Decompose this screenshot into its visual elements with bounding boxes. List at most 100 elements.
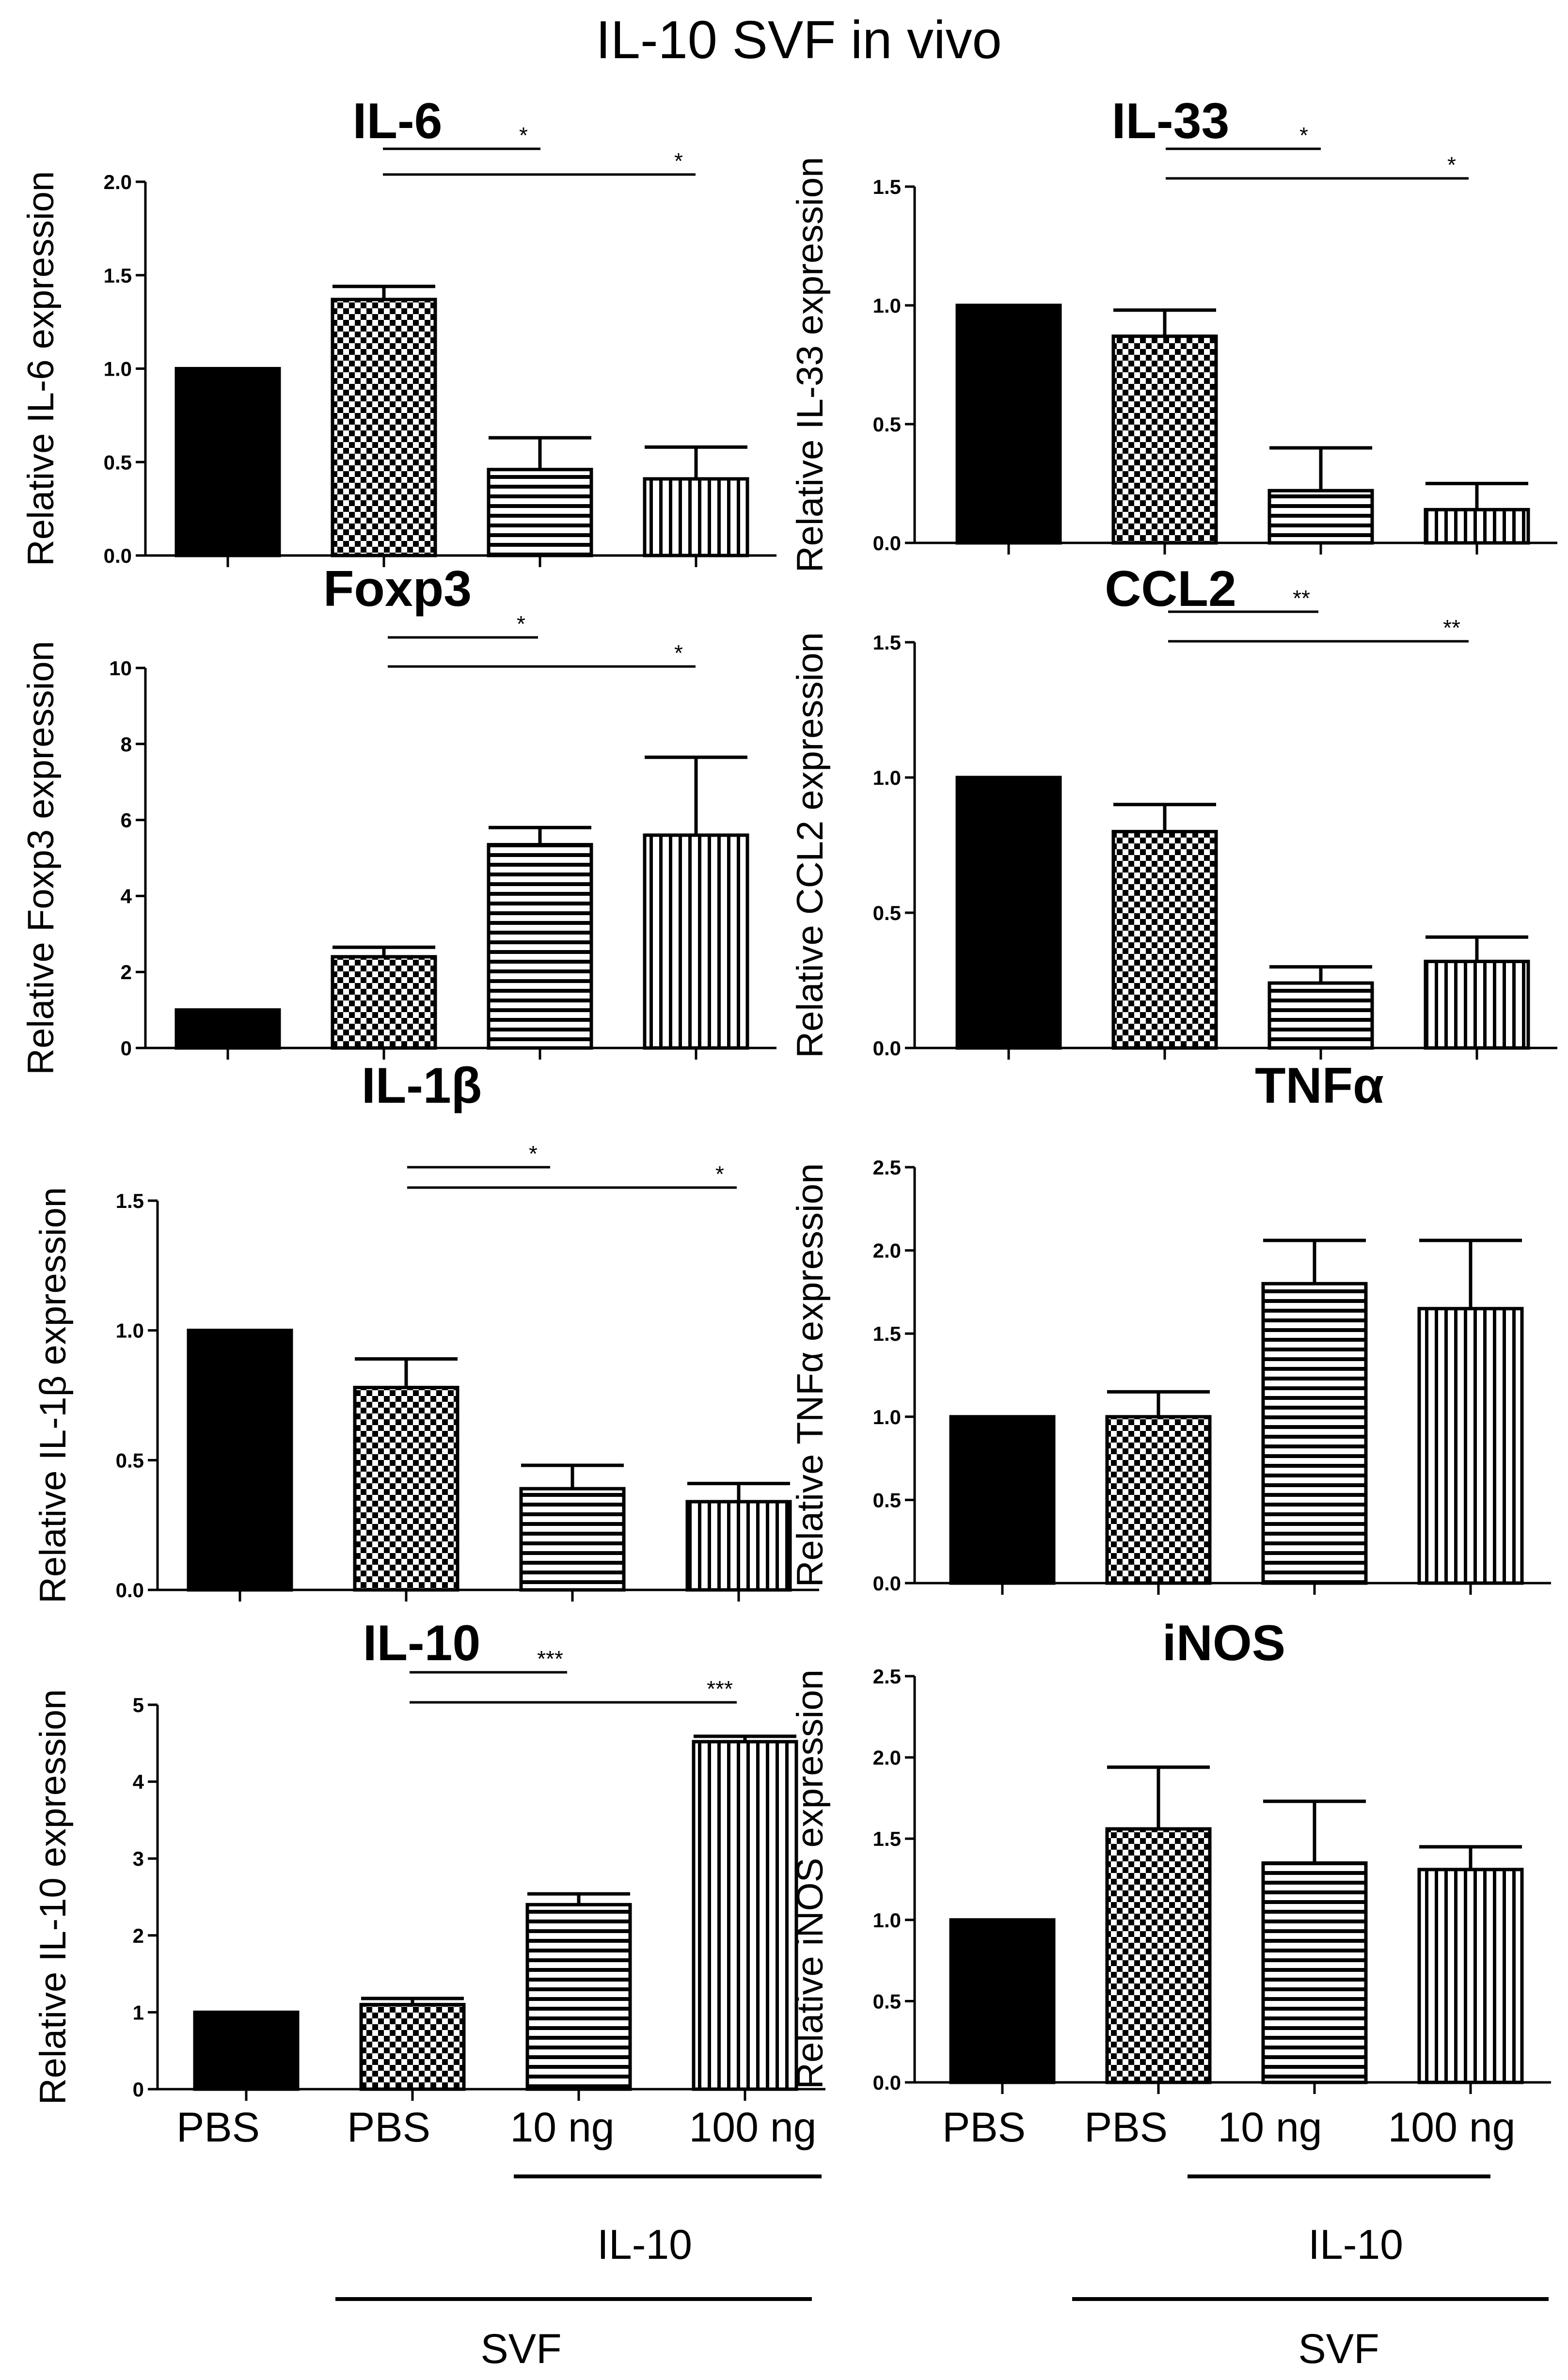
y-axis-label-tnf: Relative TNFα expression xyxy=(790,1163,831,1587)
panel-title-foxp3: Foxp3 xyxy=(323,561,472,617)
y-tick-label-il-10: 5 xyxy=(133,1694,144,1716)
bar-tnf-pbs-control xyxy=(949,1415,1056,1585)
bar-tnf-pbs-svf xyxy=(1105,1415,1212,1585)
bar-foxp3-il10-10ng xyxy=(487,843,593,1050)
bar-foxp3-il10-100ng xyxy=(643,833,749,1050)
y-tick-label-foxp3: 4 xyxy=(121,885,132,907)
panel-title-tnf: TNFα xyxy=(1255,1058,1384,1114)
left-x-categories: PBS PBS 10 ng 100 ng xyxy=(176,2104,817,2151)
y-tick-label-tnf: 0.5 xyxy=(873,1489,901,1511)
y-tick-label-foxp3: 2 xyxy=(121,961,132,984)
y-tick-label-il-10: 3 xyxy=(133,1847,144,1870)
right-x-category-pbs-1: PBS xyxy=(942,2104,1026,2151)
y-tick-label-foxp3: 8 xyxy=(121,733,132,756)
y-tick-label-inos: 1.5 xyxy=(873,1827,901,1850)
significance-label-il-6: * xyxy=(519,123,528,148)
y-tick-label-il-10: 1 xyxy=(133,2001,144,2024)
bar-il-33-pbs-control xyxy=(955,303,1062,545)
panel-title-il-6: IL-6 xyxy=(353,93,443,149)
y-tick-label-il-1: 0.5 xyxy=(116,1449,144,1472)
left-x-category-100ng: 100 ng xyxy=(689,2104,816,2151)
y-tick-label-il-10: 2 xyxy=(133,1924,144,1947)
panel-tnf: TNFα Relative TNFα expression 0.0 0.5 1.0 1.5… xyxy=(790,1058,1551,1595)
bar-inos-pbs-control xyxy=(949,1918,1056,2084)
significance-label-il-33: * xyxy=(1447,152,1456,177)
panel-il-33: IL-33 Relative IL-33 expression 0.0 0.5 1.0 1… xyxy=(790,93,1557,572)
y-tick-label-tnf: 1.0 xyxy=(873,1406,901,1428)
panel-title-ccl2: CCL2 xyxy=(1105,561,1236,617)
y-tick-label-il-33: 0.0 xyxy=(873,532,901,555)
bar-ccl2-pbs-control xyxy=(955,776,1062,1050)
y-tick-label-il-10: 4 xyxy=(133,1771,144,1793)
bar-il-10-pbs-svf xyxy=(359,2003,466,2091)
left-x-category-pbs-2: PBS xyxy=(347,2104,430,2151)
right-x-categories: PBS PBS 10 ng 100 ng xyxy=(942,2104,1516,2151)
bar-il-10-il10-10ng xyxy=(525,1903,632,2091)
bar-il-10-il10-100ng xyxy=(692,1740,798,2091)
bar-il-1-il10-10ng xyxy=(519,1487,626,1592)
bar-inos-pbs-svf xyxy=(1105,1827,1212,2084)
bar-il-1-pbs-svf xyxy=(353,1385,459,1592)
panel-inos: iNOS Relative iNOS expression 0.0 0.5 1.0 1.5… xyxy=(790,1615,1551,2094)
significance-label-ccl2: ** xyxy=(1443,615,1460,640)
y-tick-label-il-33: 1.0 xyxy=(873,294,901,317)
y-tick-label-ccl2: 1.5 xyxy=(873,631,901,654)
bar-il-33-il10-100ng xyxy=(1424,508,1530,545)
y-tick-label-il-33: 1.5 xyxy=(873,175,901,198)
bar-il-6-il10-10ng xyxy=(487,468,593,557)
significance-label-il-10: *** xyxy=(537,1646,563,1671)
y-axis-label-il-1: Relative IL-1β expression xyxy=(32,1187,74,1603)
panel-ccl2: CCL2 Relative CCL2 expression 0.0 0.5 1.0 1.5… xyxy=(790,561,1557,1060)
y-axis-label-ccl2: Relative CCL2 expression xyxy=(790,632,831,1058)
y-tick-label-il-6: 1.0 xyxy=(104,358,132,381)
bar-foxp3-pbs-control xyxy=(174,1008,281,1050)
y-axis-label-inos: Relative iNOS expression xyxy=(790,1669,831,2089)
y-tick-label-inos: 2.5 xyxy=(873,1665,901,1688)
y-tick-label-il-6: 2.0 xyxy=(104,171,132,193)
figure-title: IL-10 SVF in vivo xyxy=(596,10,1002,70)
y-tick-label-il-10: 0 xyxy=(133,2078,144,2101)
right-x-category-10ng: 10 ng xyxy=(1218,2104,1322,2151)
y-tick-label-ccl2: 1.0 xyxy=(873,766,901,789)
y-tick-label-ccl2: 0.0 xyxy=(873,1037,901,1060)
panel-title-il-33: IL-33 xyxy=(1112,93,1230,149)
chart-panels: IL-6 Relative IL-6 expression 0.0 0.5 1.0 1.5… xyxy=(20,93,1557,2105)
bar-inos-il10-100ng xyxy=(1417,1868,1524,2084)
y-tick-label-ccl2: 0.5 xyxy=(873,902,901,924)
y-axis-label-il-33: Relative IL-33 expression xyxy=(790,157,831,573)
bar-ccl2-il10-100ng xyxy=(1424,959,1530,1050)
y-tick-label-inos: 1.0 xyxy=(873,1909,901,1932)
bar-foxp3-pbs-svf xyxy=(331,955,437,1050)
y-tick-label-il-1: 1.0 xyxy=(116,1319,144,1342)
left-x-category-10ng: 10 ng xyxy=(510,2104,614,2151)
y-tick-label-il-6: 0.5 xyxy=(104,451,132,474)
right-x-category-pbs-2: PBS xyxy=(1084,2104,1168,2151)
panel-title-il-10: IL-10 xyxy=(363,1615,481,1671)
bar-il-6-pbs-control xyxy=(174,367,281,557)
y-tick-label-tnf: 0.0 xyxy=(873,1572,901,1595)
bar-il-33-il10-10ng xyxy=(1267,489,1374,545)
bar-tnf-il10-100ng xyxy=(1417,1307,1524,1585)
panel-title-inos: iNOS xyxy=(1162,1615,1285,1671)
panel-il-6: IL-6 Relative IL-6 expression 0.0 0.5 1.0 1.5… xyxy=(20,93,776,567)
y-tick-label-foxp3: 6 xyxy=(121,809,132,832)
y-tick-label-il-1: 0.0 xyxy=(116,1579,144,1602)
right-il10-group-label: IL-10 xyxy=(1308,2221,1403,2268)
bar-il-1-il10-100ng xyxy=(685,1500,792,1592)
y-tick-label-il-6: 0.0 xyxy=(104,544,132,567)
bar-il-33-pbs-svf xyxy=(1111,334,1218,545)
bar-il-6-il10-100ng xyxy=(643,477,749,557)
y-tick-label-il-33: 0.5 xyxy=(873,413,901,436)
y-axis-label-il-10: Relative IL-10 expression xyxy=(32,1689,74,2105)
left-il10-group-label: IL-10 xyxy=(597,2221,692,2268)
bar-ccl2-il10-10ng xyxy=(1267,981,1374,1050)
y-tick-label-foxp3: 10 xyxy=(109,657,132,680)
y-axis-label-il-6: Relative IL-6 expression xyxy=(20,171,62,566)
y-tick-label-foxp3: 0 xyxy=(121,1037,132,1060)
panel-il-1: IL-1β Relative IL-1β expression 0.0 0.5 1.0 1… xyxy=(32,1058,819,1603)
significance-label-il-10: *** xyxy=(707,1676,733,1701)
y-tick-label-inos: 0.5 xyxy=(873,1990,901,2013)
right-svf-group-label: SVF xyxy=(1298,2326,1379,2372)
y-tick-label-il-1: 1.5 xyxy=(116,1190,144,1212)
